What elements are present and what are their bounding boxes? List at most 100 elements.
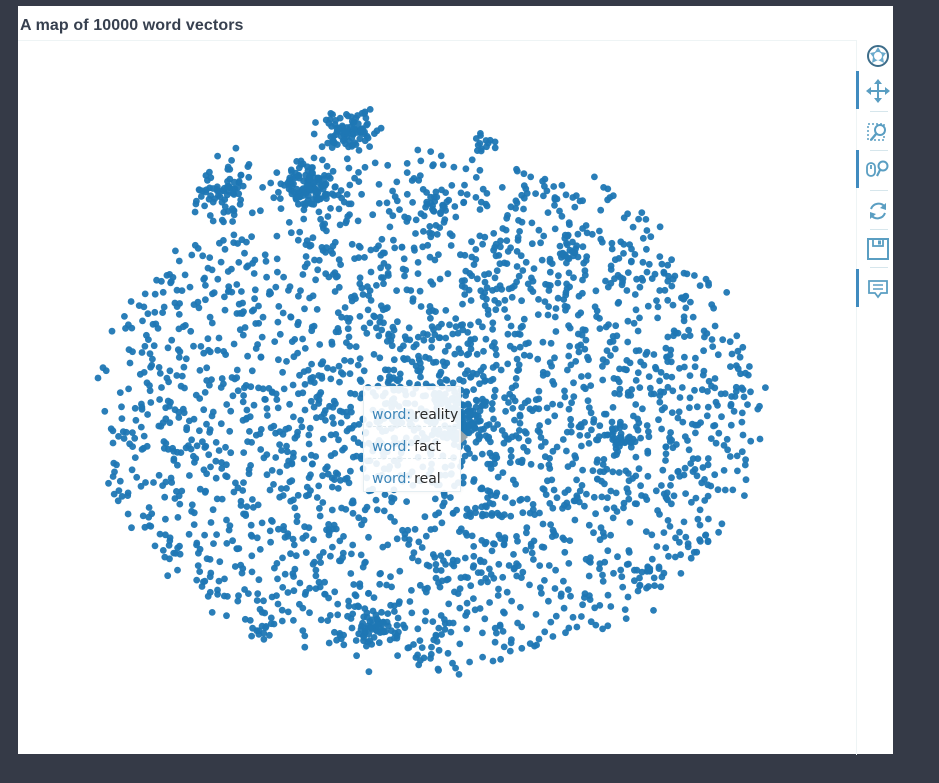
scatter-point[interactable] [151,290,159,298]
scatter-point[interactable] [613,332,621,340]
scatter-point[interactable] [585,404,593,411]
scatter-point[interactable] [341,304,349,311]
scatter-point[interactable] [607,603,615,610]
scatter-point[interactable] [486,488,494,495]
scatter-point[interactable] [201,389,209,396]
scatter-point[interactable] [632,453,640,461]
scatter-point[interactable] [367,268,375,276]
scatter-point[interactable] [122,325,129,332]
scatter-point[interactable] [159,309,167,316]
scatter-point[interactable] [378,326,386,334]
scatter-point[interactable] [714,486,722,494]
scatter-point[interactable] [384,610,392,617]
scatter-point[interactable] [310,179,318,187]
scatter-point[interactable] [287,166,295,174]
scatter-point[interactable] [350,581,358,588]
scatter-point[interactable] [461,554,469,562]
scatter-point[interactable] [566,537,574,544]
scatter-point[interactable] [539,177,546,185]
scatter-point[interactable] [454,329,462,337]
scatter-point[interactable] [376,374,384,382]
scatter-point[interactable] [475,431,482,439]
scatter-point[interactable] [682,490,689,497]
scatter-point[interactable] [714,402,721,409]
scatter-point[interactable] [376,318,384,326]
scatter-point[interactable] [444,270,452,278]
scatter-point[interactable] [276,330,284,338]
scatter-point[interactable] [647,233,655,241]
scatter-point[interactable] [668,474,675,482]
scatter-point[interactable] [624,269,632,276]
scatter-point[interactable] [406,379,413,387]
scatter-point[interactable] [358,284,366,292]
scatter-point[interactable] [558,181,566,189]
scatter-point[interactable] [287,497,295,505]
scatter-point[interactable] [691,466,699,473]
scatter-point[interactable] [510,565,518,573]
scatter-point[interactable] [461,181,468,189]
scatter-point[interactable] [105,479,112,487]
scatter-point[interactable] [686,394,694,402]
scatter-point[interactable] [284,589,292,596]
scatter-point[interactable] [673,441,680,448]
scatter-point[interactable] [472,174,480,181]
scatter-point[interactable] [535,387,543,395]
scatter-point[interactable] [283,485,290,492]
scatter-point[interactable] [556,401,564,409]
scatter-point[interactable] [518,297,525,305]
scatter-point[interactable] [300,455,308,463]
scatter-point[interactable] [364,134,372,142]
scatter-point[interactable] [419,186,427,193]
scatter-point[interactable] [427,654,434,662]
scatter-point[interactable] [603,465,611,473]
scatter-point[interactable] [417,364,425,372]
scatter-point[interactable] [343,155,351,163]
scatter-point[interactable] [125,385,132,393]
scatter-point[interactable] [330,521,338,529]
scatter-point[interactable] [250,401,258,409]
scatter-point[interactable] [246,428,253,435]
scatter-point[interactable] [662,450,670,458]
scatter-point[interactable] [528,274,535,282]
scatter-point[interactable] [472,504,479,512]
scatter-point[interactable] [634,327,642,335]
scatter-point[interactable] [432,566,440,574]
scatter-point[interactable] [433,231,441,238]
scatter-point[interactable] [449,379,457,387]
scatter-point[interactable] [420,330,427,337]
scatter-point[interactable] [629,223,637,231]
scatter-point[interactable] [476,166,484,174]
scatter-point[interactable] [336,114,344,122]
scatter-point[interactable] [507,446,515,454]
scatter-point[interactable] [299,534,307,542]
scatter-point[interactable] [596,325,604,332]
scatter-point[interactable] [677,551,684,559]
scatter-point[interactable] [248,209,256,217]
scatter-point[interactable] [94,374,102,382]
scatter-point[interactable] [581,594,588,601]
scatter-point[interactable] [690,548,698,556]
scatter-point[interactable] [191,459,198,466]
scatter-point[interactable] [275,303,283,310]
scatter-point[interactable] [281,534,289,541]
scatter-point[interactable] [567,361,575,369]
scatter-point[interactable] [261,395,269,403]
scatter-point[interactable] [394,652,401,659]
scatter-point[interactable] [551,585,559,592]
scatter-point[interactable] [579,197,586,205]
scatter-point[interactable] [383,337,391,345]
scatter-point[interactable] [638,274,646,282]
scatter-point[interactable] [541,438,549,446]
scatter-point[interactable] [578,442,585,450]
scatter-point[interactable] [691,363,699,371]
scatter-point[interactable] [657,369,665,376]
scatter-point[interactable] [626,241,633,249]
scatter-point[interactable] [242,510,249,518]
scatter-point[interactable] [541,298,549,305]
scatter-point[interactable] [211,195,219,203]
scatter-point[interactable] [469,419,476,427]
scatter-point[interactable] [537,584,544,592]
scatter-point[interactable] [505,399,512,406]
scatter-point[interactable] [734,365,742,373]
scatter-point[interactable] [317,184,324,191]
